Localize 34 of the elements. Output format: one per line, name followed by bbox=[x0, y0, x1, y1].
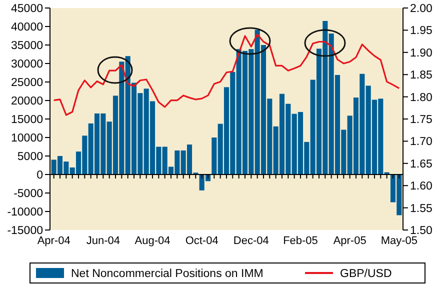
y-tick-label: -10000 bbox=[7, 206, 43, 219]
y-tick-label: 0 bbox=[36, 170, 43, 182]
x-tick-label: May-05 bbox=[380, 235, 418, 247]
y-tick-label: 5000 bbox=[17, 151, 43, 164]
y2-tick-label: 1.60 bbox=[410, 180, 432, 193]
y-tick-label: -15000 bbox=[7, 225, 43, 238]
y-tick-label: 20000 bbox=[11, 96, 43, 108]
x-tick-label: Apr-05 bbox=[333, 235, 366, 247]
y2-tick-label: 1.50 bbox=[410, 225, 432, 238]
x-tick-label: Dec-04 bbox=[233, 235, 269, 247]
y2-tick-label: 1.70 bbox=[410, 136, 432, 148]
y2-tick-label: 1.90 bbox=[410, 47, 432, 60]
y-tick-label: 25000 bbox=[11, 77, 43, 90]
legend-label: GBP/USD bbox=[340, 268, 392, 280]
y2-tick-label: 1.80 bbox=[410, 92, 432, 104]
y-tick-label: 35000 bbox=[11, 40, 43, 52]
x-tick-label: Oct-04 bbox=[185, 235, 218, 247]
y-tick-label: 10000 bbox=[11, 132, 43, 145]
y2-tick-label: 1.65 bbox=[410, 158, 432, 170]
y-tick-label: 40000 bbox=[11, 22, 43, 34]
y2-tick-label: 1.55 bbox=[410, 202, 432, 215]
y-tick-label: 30000 bbox=[11, 58, 43, 71]
y-tick-label: -5000 bbox=[14, 188, 43, 200]
y2-tick-label: 2.00 bbox=[410, 3, 432, 16]
x-tick-label: Feb-05 bbox=[283, 235, 318, 247]
y2-tick-label: 1.75 bbox=[410, 114, 432, 126]
x-tick-label: Apr-04 bbox=[37, 235, 70, 247]
x-tick-label: Aug-04 bbox=[134, 235, 170, 247]
y-tick-label: 45000 bbox=[11, 3, 43, 16]
legend-label: Net Noncommercial Positions on IMM bbox=[71, 268, 264, 280]
y2-tick-label: 1.95 bbox=[410, 25, 432, 38]
x-tick-label: Jun-04 bbox=[86, 235, 120, 247]
y-tick-label: 15000 bbox=[11, 114, 43, 126]
y2-tick-label: 1.85 bbox=[410, 70, 432, 82]
